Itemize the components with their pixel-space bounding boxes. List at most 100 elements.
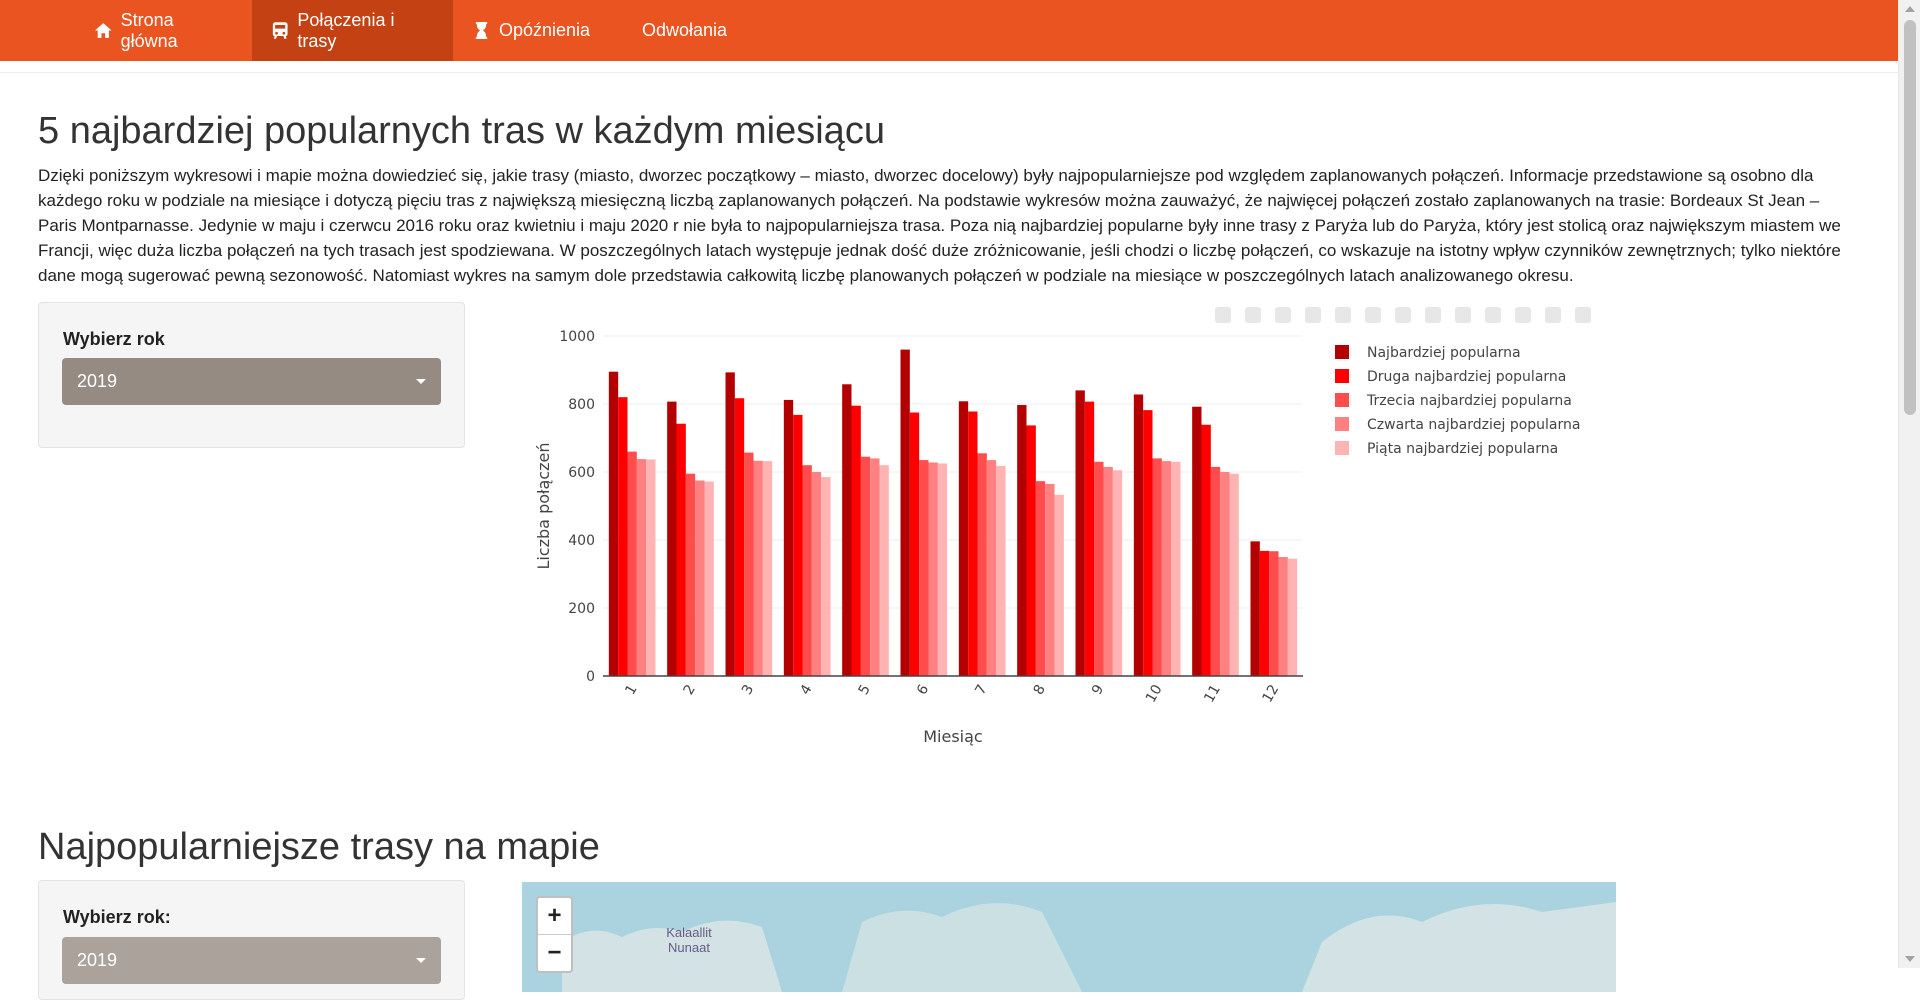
caret-down-icon bbox=[416, 379, 426, 384]
bar-s2-m10 bbox=[1143, 410, 1153, 676]
legend-item: Druga najbardziej popularna bbox=[1367, 369, 1566, 385]
home-icon bbox=[94, 23, 112, 38]
plotly-logo-icon[interactable] bbox=[1575, 307, 1591, 323]
map-zoom-control: + − bbox=[536, 896, 573, 973]
nav-cancellations[interactable]: Odwołania bbox=[615, 0, 745, 61]
bar-s3-m3 bbox=[744, 452, 754, 676]
x-tick-label: 4 bbox=[797, 682, 815, 698]
bus-icon bbox=[272, 22, 288, 39]
bar-s5-m3 bbox=[762, 461, 773, 676]
spike-lines-icon[interactable] bbox=[1485, 307, 1501, 323]
nav-delays-label: Opóźnienia bbox=[499, 20, 591, 40]
bar-s4-m11 bbox=[1220, 472, 1230, 676]
bar-s1-m12 bbox=[1250, 541, 1260, 676]
bar-s5-m7 bbox=[996, 465, 1006, 676]
bar-s2-m4 bbox=[793, 414, 803, 676]
pan-icon[interactable] bbox=[1275, 307, 1291, 323]
chart-modebar[interactable] bbox=[1215, 307, 1591, 323]
lasso-icon[interactable] bbox=[1335, 307, 1351, 323]
x-tick-label: 8 bbox=[1031, 682, 1049, 698]
scroll-down-icon[interactable] bbox=[1905, 956, 1915, 962]
bar-s3-m7 bbox=[977, 453, 987, 676]
year-select[interactable]: 2019 bbox=[62, 358, 441, 405]
bar-s1-m9 bbox=[1075, 390, 1085, 676]
map-year-select-value: 2019 bbox=[77, 950, 118, 970]
zoom-icon[interactable] bbox=[1245, 307, 1261, 323]
caret-down-icon bbox=[416, 958, 426, 963]
bar-s3-m5 bbox=[860, 456, 871, 676]
autoscale-icon[interactable] bbox=[1425, 307, 1441, 323]
legend-swatch bbox=[1335, 417, 1349, 431]
zoom-out-icon[interactable] bbox=[1395, 307, 1411, 323]
bar-s2-m2 bbox=[676, 423, 686, 676]
y-tick-label: 200 bbox=[568, 601, 595, 617]
nav-cancellations-label: Odwołania bbox=[642, 20, 728, 40]
bar-s1-m11 bbox=[1192, 406, 1202, 676]
map-place-label: Kalaallit Nunaat bbox=[666, 925, 712, 955]
legend-swatch bbox=[1335, 441, 1349, 455]
legend-swatch bbox=[1335, 345, 1349, 359]
box-select-icon[interactable] bbox=[1305, 307, 1321, 323]
bar-s5-m5 bbox=[879, 465, 889, 676]
year-panel: Wybierz rok 2019 bbox=[38, 302, 465, 448]
bar-s1-m8 bbox=[1017, 405, 1027, 676]
chart-grid bbox=[603, 335, 1303, 609]
bar-s5-m2 bbox=[704, 481, 714, 676]
nav-home-label: Strona główna bbox=[120, 9, 178, 51]
bar-s4-m5 bbox=[870, 458, 880, 676]
legend-item: Najbardziej popularna bbox=[1367, 345, 1521, 361]
bar-s3-m8 bbox=[1035, 481, 1046, 676]
x-tick-label: 9 bbox=[1089, 682, 1107, 698]
bar-s3-m10 bbox=[1152, 458, 1162, 676]
nav-connections[interactable]: Połączenia i trasy bbox=[252, 0, 453, 61]
hover-closest-icon[interactable] bbox=[1515, 307, 1531, 323]
scroll-thumb[interactable] bbox=[1904, 20, 1916, 415]
bar-s3-m9 bbox=[1094, 461, 1104, 676]
x-tick-label: 1 bbox=[622, 682, 640, 698]
x-axis-ticks: 1 2 3 4 5 6 7 8 9 10 11 12 bbox=[622, 682, 1282, 706]
bar-s1-m10 bbox=[1133, 394, 1144, 676]
bar-s2-m9 bbox=[1084, 401, 1095, 676]
bar-s4-m1 bbox=[636, 459, 647, 676]
bar-s3-m12 bbox=[1269, 551, 1279, 676]
bar-s3-m4 bbox=[802, 465, 812, 676]
legend-swatch bbox=[1335, 393, 1349, 407]
bar-s2-m5 bbox=[851, 405, 861, 676]
x-tick-label: 11 bbox=[1201, 682, 1224, 705]
y-tick-label: 800 bbox=[568, 397, 595, 413]
zoom-out-button[interactable]: − bbox=[538, 934, 571, 971]
zoom-in-icon[interactable] bbox=[1365, 307, 1381, 323]
bar-s2-m6 bbox=[909, 412, 920, 676]
hover-compare-icon[interactable] bbox=[1545, 307, 1561, 323]
camera-icon[interactable] bbox=[1215, 307, 1231, 323]
bar-s1-m7 bbox=[958, 401, 969, 676]
nav-home[interactable]: Strona główna bbox=[75, 0, 252, 61]
bar-s3-m6 bbox=[919, 460, 929, 676]
bar-s1-m2 bbox=[667, 401, 677, 676]
bar-s4-m12 bbox=[1278, 557, 1288, 676]
legend-item: Piąta najbardziej popularna bbox=[1367, 441, 1558, 457]
bar-s5-m11 bbox=[1229, 473, 1239, 676]
x-tick-label: 3 bbox=[739, 682, 757, 698]
page-scrollbar[interactable] bbox=[1898, 0, 1920, 968]
bar-s3-m1 bbox=[627, 451, 637, 676]
scroll-up-icon[interactable] bbox=[1905, 6, 1915, 12]
zoom-in-button[interactable]: + bbox=[547, 902, 562, 929]
bar-s4-m7 bbox=[986, 460, 997, 676]
nav-delays[interactable]: Opóźnienia bbox=[453, 0, 615, 61]
navbar: Strona główna Połączenia i trasy Opóźnie… bbox=[0, 0, 1898, 61]
reset-axes-icon[interactable] bbox=[1455, 307, 1471, 323]
bar-s3-m2 bbox=[685, 473, 696, 676]
x-tick-label: 2 bbox=[681, 682, 699, 698]
y-tick-label: 600 bbox=[568, 465, 595, 481]
bar-s1-m5 bbox=[842, 384, 852, 676]
y-tick-label: 1000 bbox=[559, 329, 595, 345]
legend-item: Trzecia najbardziej popularna bbox=[1366, 393, 1572, 409]
map-year-select[interactable]: 2019 bbox=[62, 937, 441, 984]
bar-s5-m4 bbox=[821, 477, 831, 676]
y-axis-label: Liczba połączeń bbox=[534, 442, 553, 569]
year-select-value: 2019 bbox=[77, 371, 118, 391]
bar-s4-m6 bbox=[928, 462, 938, 676]
x-tick-label: 5 bbox=[856, 682, 874, 698]
chart-bars bbox=[608, 349, 1298, 676]
